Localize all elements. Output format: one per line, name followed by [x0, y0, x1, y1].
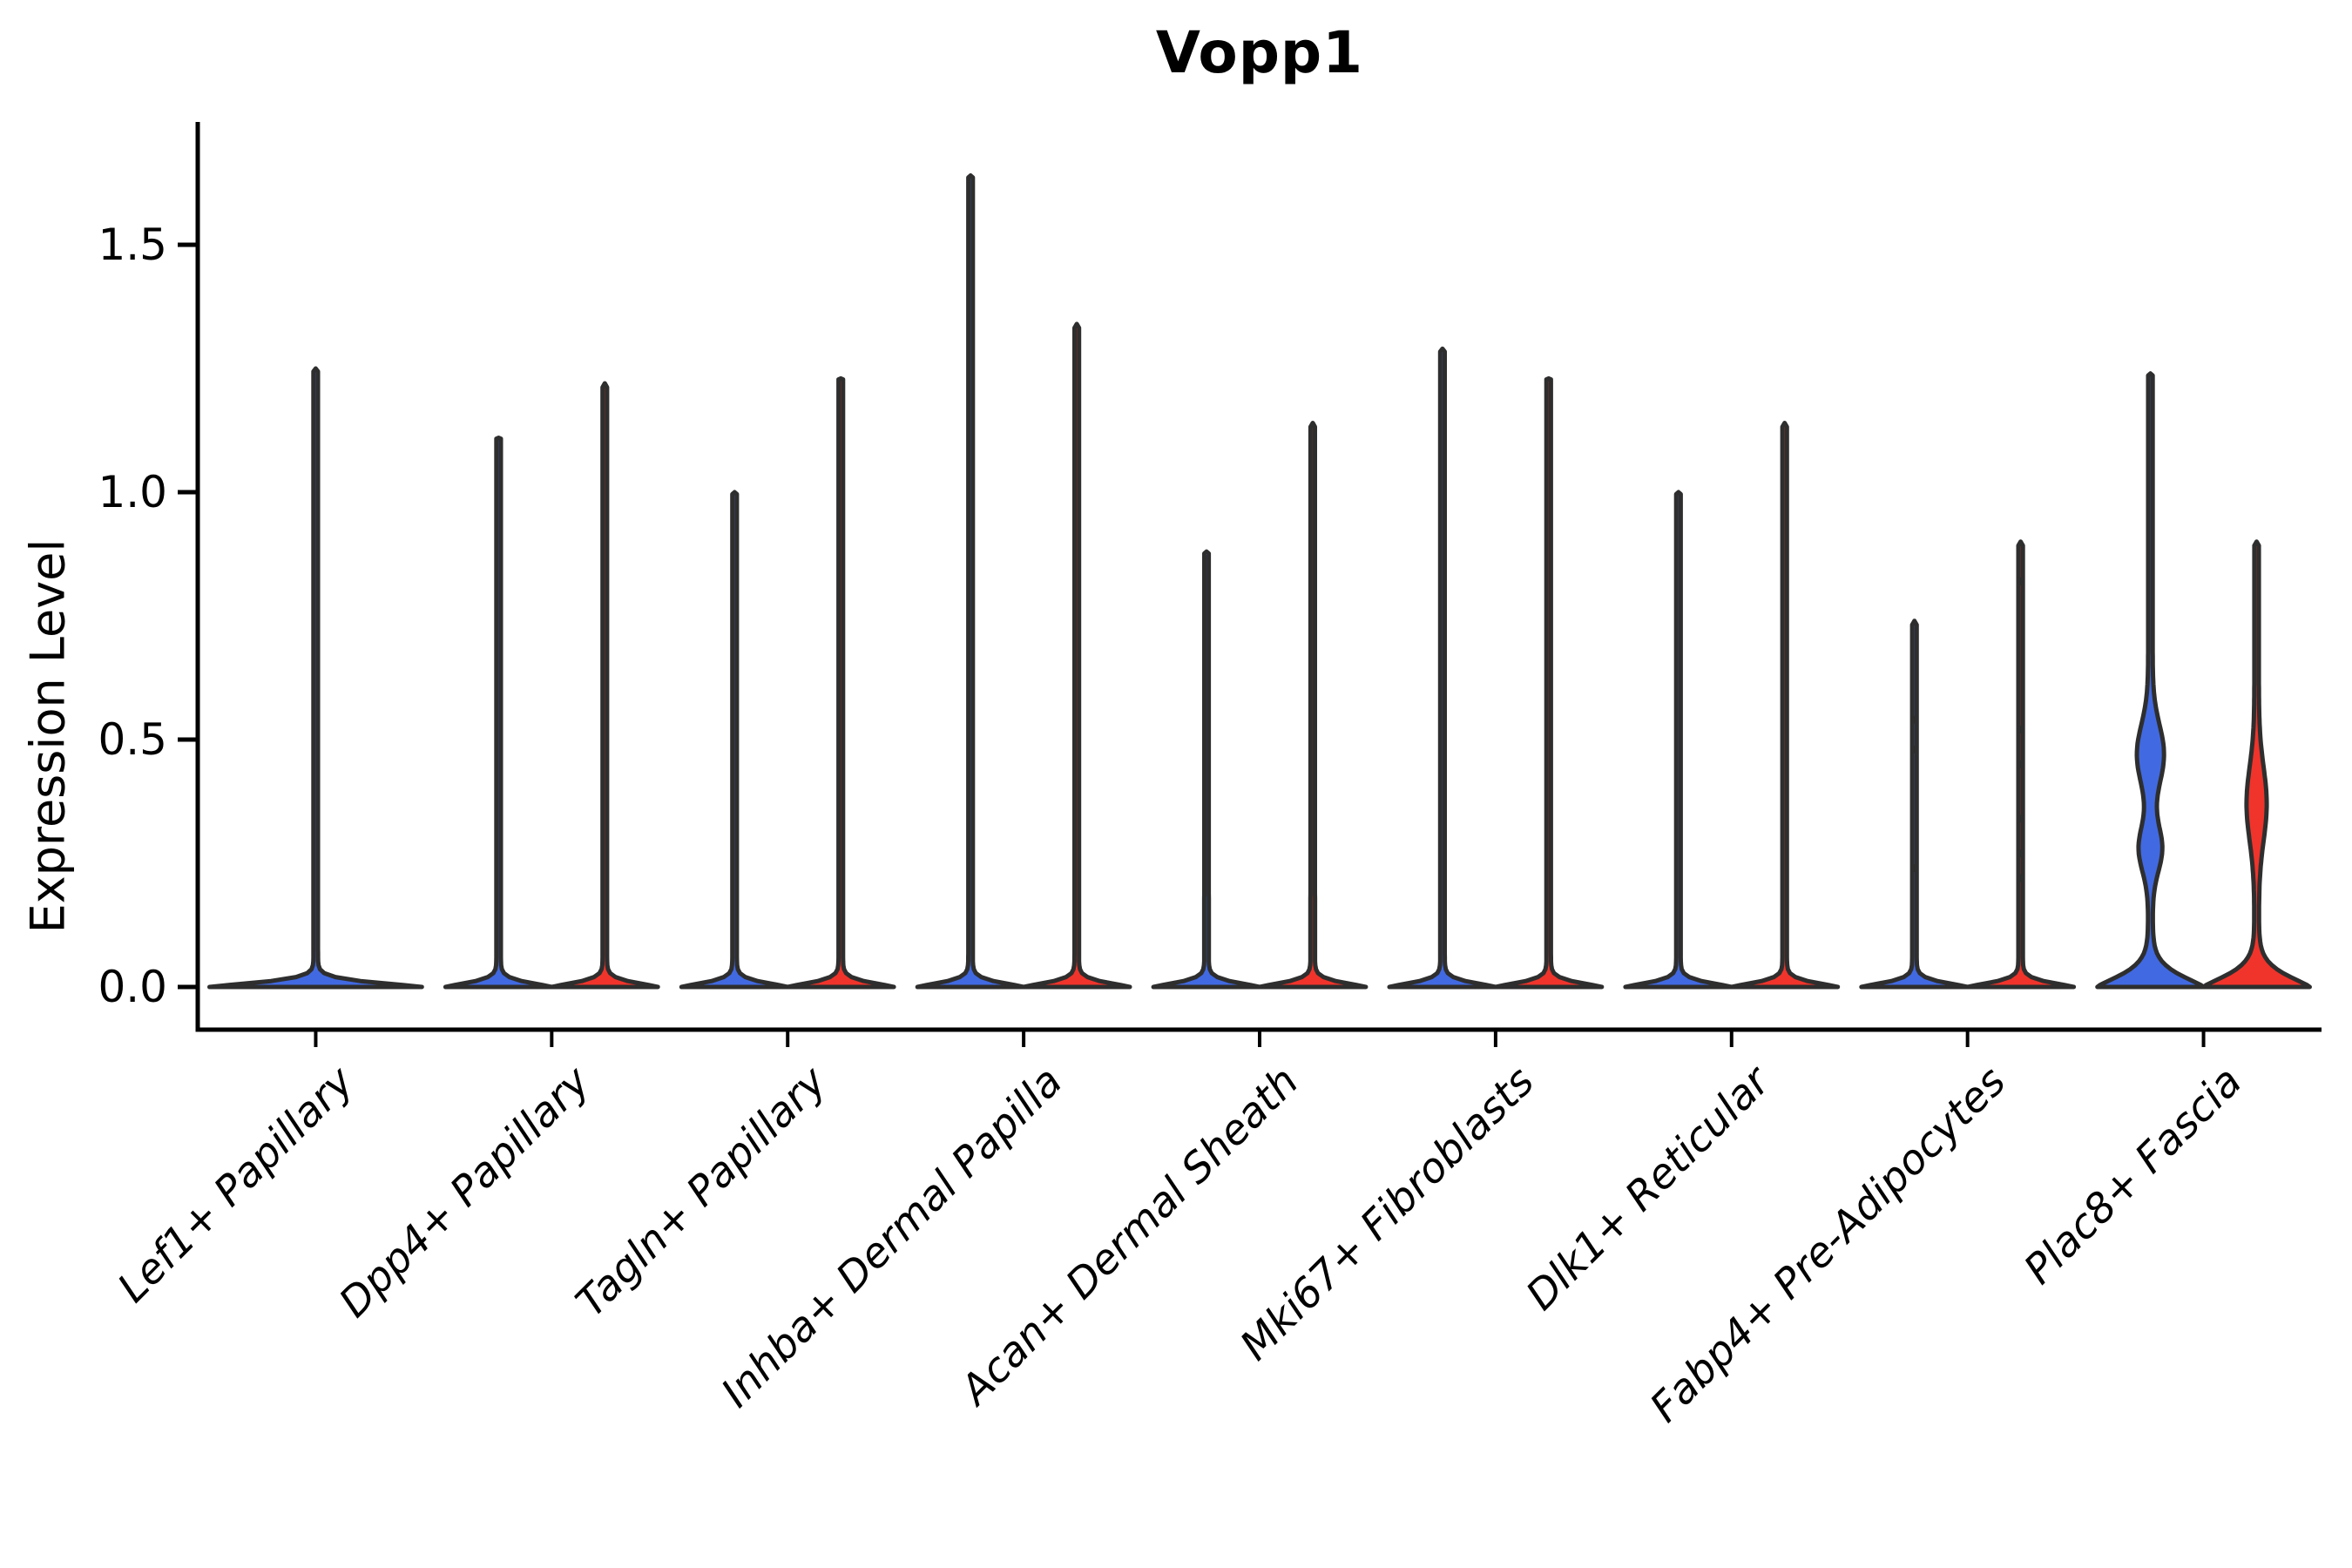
expression-point-fabp4-pre-adipocytes [2017, 577, 2025, 585]
expression-point-fabp4-pre-adipocytes [1910, 745, 1919, 754]
violin-tagln-papillary-group-blue [679, 490, 790, 990]
expression-point-fabp4-pre-adipocytes [2017, 874, 2025, 882]
violin-plac8-fascia-group-blue [2095, 371, 2207, 990]
y-tick-label-1.5: 1.5 [98, 220, 167, 270]
violin-dpp4-papillary-group-red [549, 381, 660, 990]
expression-point-fabp4-pre-adipocytes [1910, 864, 1919, 873]
violin-acan-dermal-sheath-group-red [1257, 421, 1369, 990]
violin-plac8-fascia-group-red [2201, 539, 2312, 990]
expression-point-fabp4-pre-adipocytes [2017, 760, 2025, 768]
violin-inhba-dermal-papilla-group-blue [915, 173, 1026, 990]
y-tick-label-0.5: 0.5 [98, 714, 167, 765]
violin-dlk1-reticular-group-red [1729, 421, 1841, 990]
violin-lef1-papillary-single [207, 366, 424, 990]
expression-point-fabp4-pre-adipocytes [2017, 726, 2025, 734]
expression-point-fabp4-pre-adipocytes [2017, 814, 2025, 823]
violin-dlk1-reticular-group-blue [1623, 490, 1734, 990]
violin-tagln-papillary-group-red [785, 375, 896, 990]
expression-point-fabp4-pre-adipocytes [1910, 715, 1919, 724]
y-tick-label-0.0: 0.0 [98, 962, 167, 1012]
violin-inhba-dermal-papilla-group-red [1021, 321, 1132, 990]
chart-title: Vopp1 [1155, 19, 1364, 86]
violin-mki67-fibroblasts-group-red [1493, 375, 1605, 990]
expression-point-fabp4-pre-adipocytes [2017, 849, 2025, 858]
y-tick-label-1.0: 1.0 [98, 467, 167, 517]
violin-fabp4-pre-adipocytes-group-blue [1859, 618, 1970, 990]
violin-mki67-fibroblasts-group-blue [1387, 346, 1498, 990]
violin-acan-dermal-sheath-group-blue [1151, 549, 1262, 990]
violin-dpp4-papillary-group-blue [443, 436, 554, 990]
